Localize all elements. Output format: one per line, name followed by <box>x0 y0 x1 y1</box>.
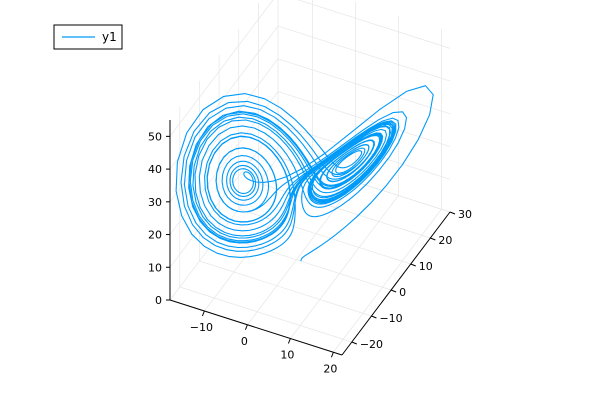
tick-labels: −10 0 10 20 −20 −10 0 10 20 30 0 10 20 30 40 50 <box>148 130 472 375</box>
y-tick-label-5: 30 <box>458 208 472 221</box>
y-axis-line <box>341 211 451 356</box>
z-tick-label-4: 40 <box>148 163 162 176</box>
x-tick-mark-2 <box>287 338 291 344</box>
grid-y-floor-2 <box>218 234 392 291</box>
grid-z-side-1 <box>169 124 279 268</box>
z-tick-label-5: 50 <box>148 130 162 143</box>
series-y1 <box>175 85 434 262</box>
x-tick-mark-3 <box>330 352 334 358</box>
y-tick-mark-3 <box>410 263 416 267</box>
z-tick-label-1: 10 <box>148 261 162 274</box>
grid-z-back-3 <box>277 58 451 115</box>
y-tick-mark-4 <box>430 237 436 241</box>
y-tick-label-2: 0 <box>399 286 406 299</box>
z-tick-label-2: 20 <box>148 229 162 242</box>
grid-z-side-3 <box>169 58 279 203</box>
y-tick-mark-0 <box>351 341 358 345</box>
x-tick-label-2: 10 <box>280 349 294 362</box>
grid-y-floor-4 <box>258 182 431 239</box>
grid-y-floor-3 <box>238 208 411 265</box>
grid-x-floor-3 <box>333 209 442 353</box>
grid-y-floor-1 <box>199 260 372 317</box>
z-tick-label-3: 30 <box>148 196 162 209</box>
grid-x-floor-2 <box>290 195 399 339</box>
grid-z-side-0 <box>169 156 279 301</box>
grid-z-side-5 <box>169 0 274 137</box>
x-axis-line <box>169 299 343 356</box>
x-tick-label-0: −10 <box>190 321 213 334</box>
y-tick-mark-1 <box>371 315 377 319</box>
y-tick-mark-5 <box>449 211 456 215</box>
y-tick-label-3: 10 <box>419 260 433 273</box>
series-y1-line <box>175 85 434 262</box>
axis-lines <box>166 120 456 358</box>
legend-label-y1: y1 <box>102 30 117 44</box>
grid-z-back-5 <box>297 0 451 49</box>
grid-x-floor-1 <box>247 181 356 325</box>
y-tick-mark-2 <box>390 289 397 293</box>
legend: y1 <box>53 24 123 50</box>
grid-z-back-4 <box>277 25 451 82</box>
x-tick-mark-1 <box>244 324 248 330</box>
y-tick-label-4: 20 <box>438 234 452 247</box>
grid-z-back-1 <box>277 123 451 180</box>
grid-z-back-2 <box>277 91 451 147</box>
y-tick-label-0: −20 <box>360 338 383 351</box>
y-tick-label-1: −10 <box>379 312 402 325</box>
grid-lines <box>169 0 451 353</box>
grid-y-floor-0 <box>179 286 352 343</box>
x-tick-label-1: 0 <box>241 335 248 348</box>
x-tick-mark-0 <box>201 310 205 317</box>
x-tick-label-3: 20 <box>323 362 337 375</box>
z-tick-label-0: 0 <box>155 294 162 307</box>
